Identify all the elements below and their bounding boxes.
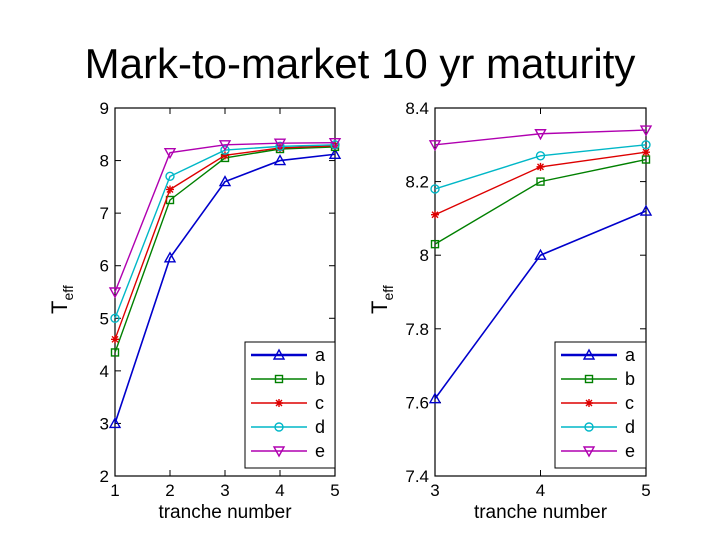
legend-label-a: a — [625, 345, 636, 365]
y-tick-label: 2 — [100, 467, 109, 486]
data-point-e — [328, 137, 342, 150]
legend-marker-c — [585, 399, 593, 407]
series-line-e — [114, 141, 336, 293]
legend-marker-e — [272, 446, 286, 458]
legend-marker-d — [274, 422, 284, 432]
legend-marker-a — [582, 348, 596, 360]
y-tick-label: 8 — [100, 152, 109, 171]
legend-marker-e — [582, 446, 596, 458]
series-line-d — [434, 144, 647, 190]
chart-panel-2: 3 4 5 7.4 7.6 7.8 8 8.2 8.4 tranche number Teff abc… — [367, 99, 653, 523]
series-line-b — [434, 158, 647, 245]
x-tick-label: 4 — [536, 481, 545, 500]
legend-label-b: b — [315, 369, 325, 389]
legend-label-d: d — [625, 417, 635, 437]
legend-label-c: c — [625, 393, 634, 413]
legend-label-e: e — [315, 441, 325, 461]
data-point-e — [534, 129, 547, 141]
y-tick-label: 8.2 — [405, 173, 429, 192]
y-tick-label: 3 — [100, 414, 109, 433]
y-tick-label: 4 — [100, 362, 109, 381]
legend-marker-d — [584, 422, 594, 432]
y-axis-label: Teff — [367, 285, 396, 314]
y-tick-label: 6 — [100, 257, 109, 276]
legend-box — [244, 341, 336, 469]
x-axis-label: tranche number — [158, 502, 292, 523]
series-line-e — [434, 129, 647, 146]
data-point-e — [428, 140, 442, 152]
data-point-a — [534, 248, 547, 260]
y-tick-label: 7 — [100, 204, 109, 223]
y-tick-label: 8 — [420, 246, 429, 265]
legend-label-e: e — [625, 441, 635, 461]
data-point-e — [218, 140, 232, 152]
data-point-a — [639, 204, 653, 216]
series-line-a — [114, 153, 336, 424]
data-point-a — [273, 154, 287, 166]
x-tick-label: 2 — [165, 481, 174, 500]
data-point-b — [110, 348, 120, 357]
x-tick-label: 3 — [430, 481, 439, 500]
legend-marker-b — [584, 374, 594, 384]
data-point-c — [431, 210, 439, 219]
legend-marker-b — [274, 374, 284, 384]
data-point-d — [275, 141, 285, 152]
data-point-c — [221, 151, 229, 160]
y-tick-label: 5 — [100, 309, 109, 328]
x-tick-label: 1 — [110, 481, 119, 500]
legend-marker-a — [272, 348, 286, 360]
data-point-e — [273, 138, 287, 150]
x-axis-label: tranche number — [474, 502, 608, 523]
legend-label-b: b — [625, 369, 635, 389]
data-point-a — [328, 147, 342, 159]
data-point-b — [430, 239, 440, 249]
data-point-a — [428, 392, 442, 404]
y-tick-label: 9 — [100, 99, 109, 118]
legend-label-a: a — [315, 345, 326, 365]
data-point-c — [536, 162, 545, 171]
data-point-e — [639, 125, 653, 137]
data-point-d — [535, 151, 546, 161]
data-point-c — [166, 185, 174, 194]
x-tick-label: 3 — [220, 481, 229, 500]
y-tick-label: 7.6 — [405, 393, 429, 412]
data-point-a — [218, 175, 232, 187]
slide-title: Mark-to-market 10 yr maturity — [84, 40, 636, 87]
series-line-a — [434, 210, 647, 400]
legend-marker-c — [275, 399, 283, 407]
data-point-c — [331, 141, 339, 150]
data-point-d — [430, 184, 440, 194]
data-point-c — [111, 335, 119, 344]
y-tick-label: 8.4 — [405, 99, 429, 118]
x-tick-label: 5 — [641, 481, 650, 500]
data-point-d — [641, 140, 651, 150]
x-tick-label: 5 — [330, 481, 339, 500]
y-axis-label: Teff — [47, 285, 76, 314]
legend-label-d: d — [315, 417, 325, 437]
x-tick-label: 4 — [275, 481, 284, 500]
data-point-a — [108, 416, 122, 429]
legend-label-c: c — [315, 393, 324, 413]
data-point-d — [165, 171, 175, 182]
data-point-a — [163, 251, 177, 263]
y-tick-label: 7.8 — [405, 320, 429, 339]
data-point-b — [536, 177, 545, 186]
data-point-d — [220, 145, 230, 155]
legend-box — [554, 341, 647, 469]
data-point-d — [110, 313, 120, 323]
data-point-e — [108, 287, 122, 299]
data-point-c — [642, 148, 650, 157]
y-tick-label: 7.4 — [405, 467, 429, 486]
data-point-e — [163, 147, 177, 160]
